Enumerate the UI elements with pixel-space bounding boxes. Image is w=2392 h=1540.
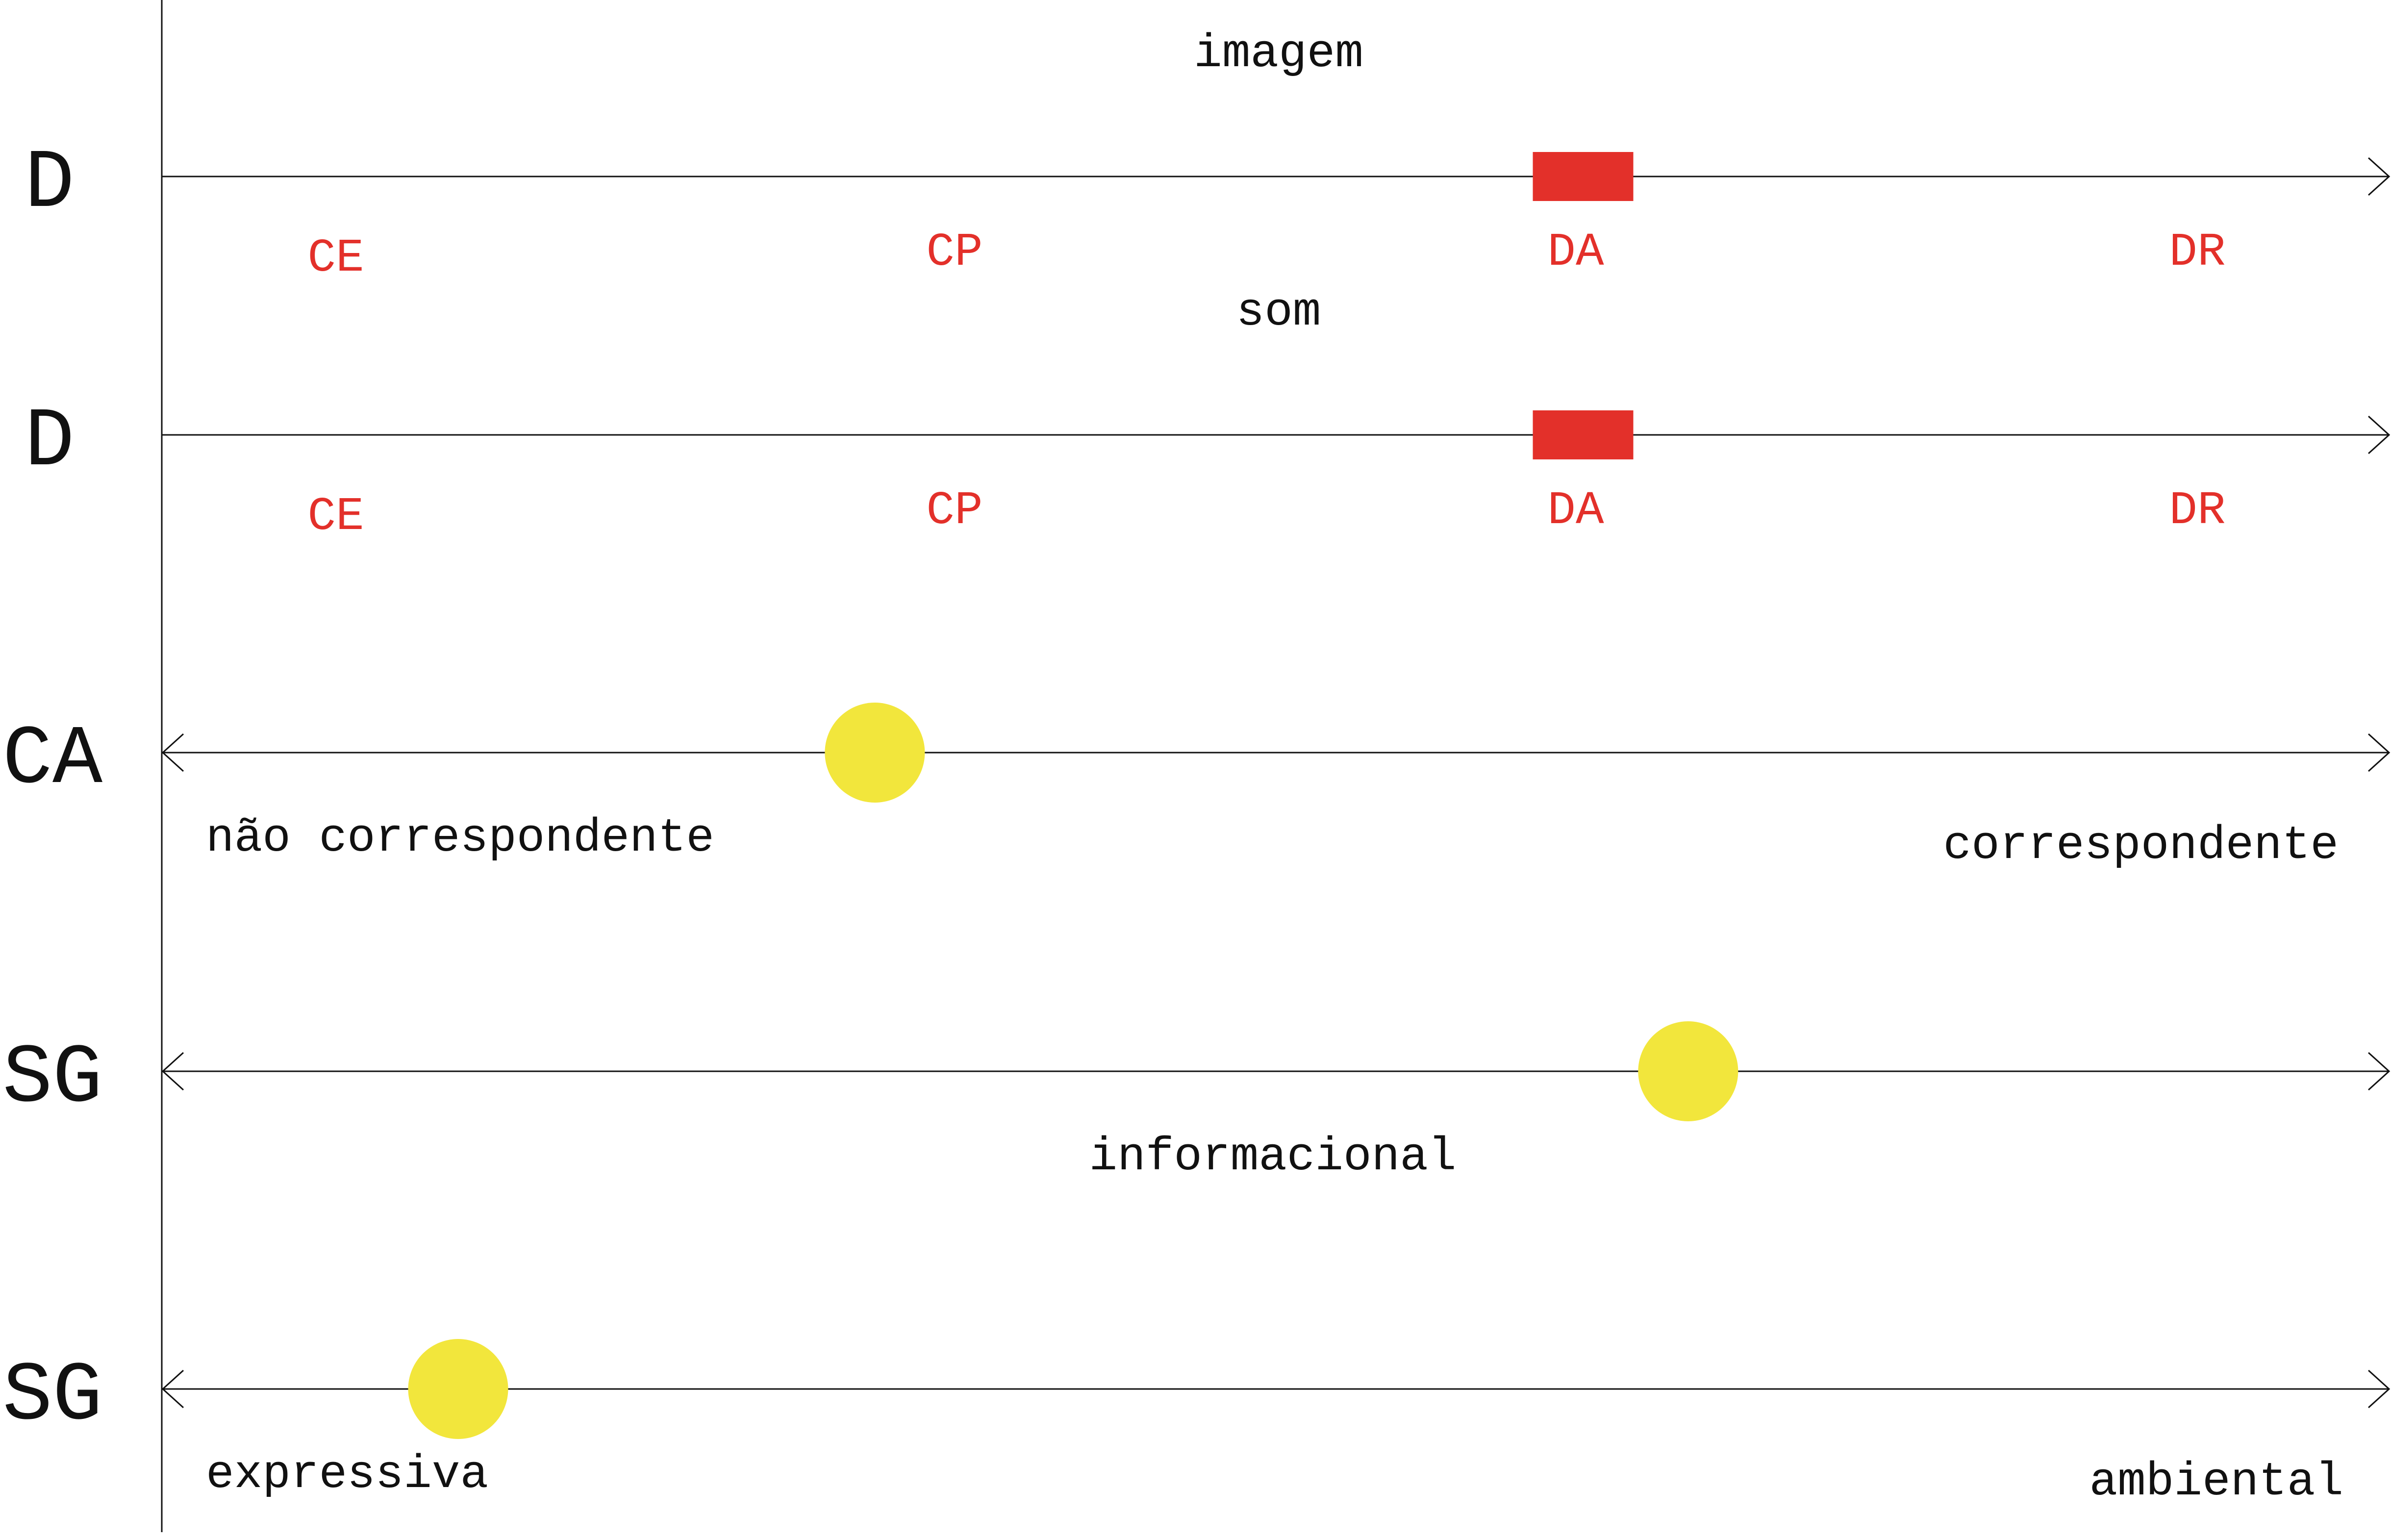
image-scale-arrow-right [2367, 157, 2391, 196]
row-label: SG [2, 1349, 102, 1444]
sg-scale-expressive-arrow-right [2367, 1369, 2391, 1409]
category-label: CP [926, 226, 982, 279]
sg-scale-expressive-arrow-left [161, 1369, 184, 1409]
position-marker-rect [1533, 152, 1634, 201]
row-label: D [25, 395, 75, 490]
sg-scale-informational-arrow-right [2367, 1052, 2391, 1091]
category-label: CE [307, 231, 364, 285]
row-label: SG [2, 1032, 102, 1126]
ca-scale-arrow-right [2367, 733, 2391, 772]
position-marker-dot [408, 1339, 508, 1439]
sg-scale-informational-arrow-left [161, 1052, 184, 1091]
position-marker-dot [825, 703, 925, 803]
scale-end-label: não correspondente [206, 811, 714, 865]
category-label: DA [1547, 484, 1604, 537]
position-marker-rect [1533, 410, 1634, 459]
scale-end-label: expressiva [206, 1448, 488, 1501]
scale-title: som [1236, 285, 1321, 339]
category-label: DR [2169, 226, 2225, 279]
scale-end-label: correspondente [1943, 819, 2339, 872]
category-label: DR [2169, 484, 2225, 537]
ca-scale-arrow-left [161, 733, 184, 772]
scale-end-label: ambiental [2090, 1455, 2343, 1509]
scale-end-label: informacional [1089, 1130, 1457, 1184]
category-label: CP [926, 484, 982, 537]
scale-title: imagem [1194, 27, 1363, 80]
position-marker-dot [1638, 1021, 1738, 1121]
category-label: CE [307, 490, 364, 543]
row-label: D [25, 137, 75, 231]
row-label: CA [2, 713, 102, 808]
sound-scale-arrow-right [2367, 415, 2391, 454]
category-label: DA [1547, 226, 1604, 279]
